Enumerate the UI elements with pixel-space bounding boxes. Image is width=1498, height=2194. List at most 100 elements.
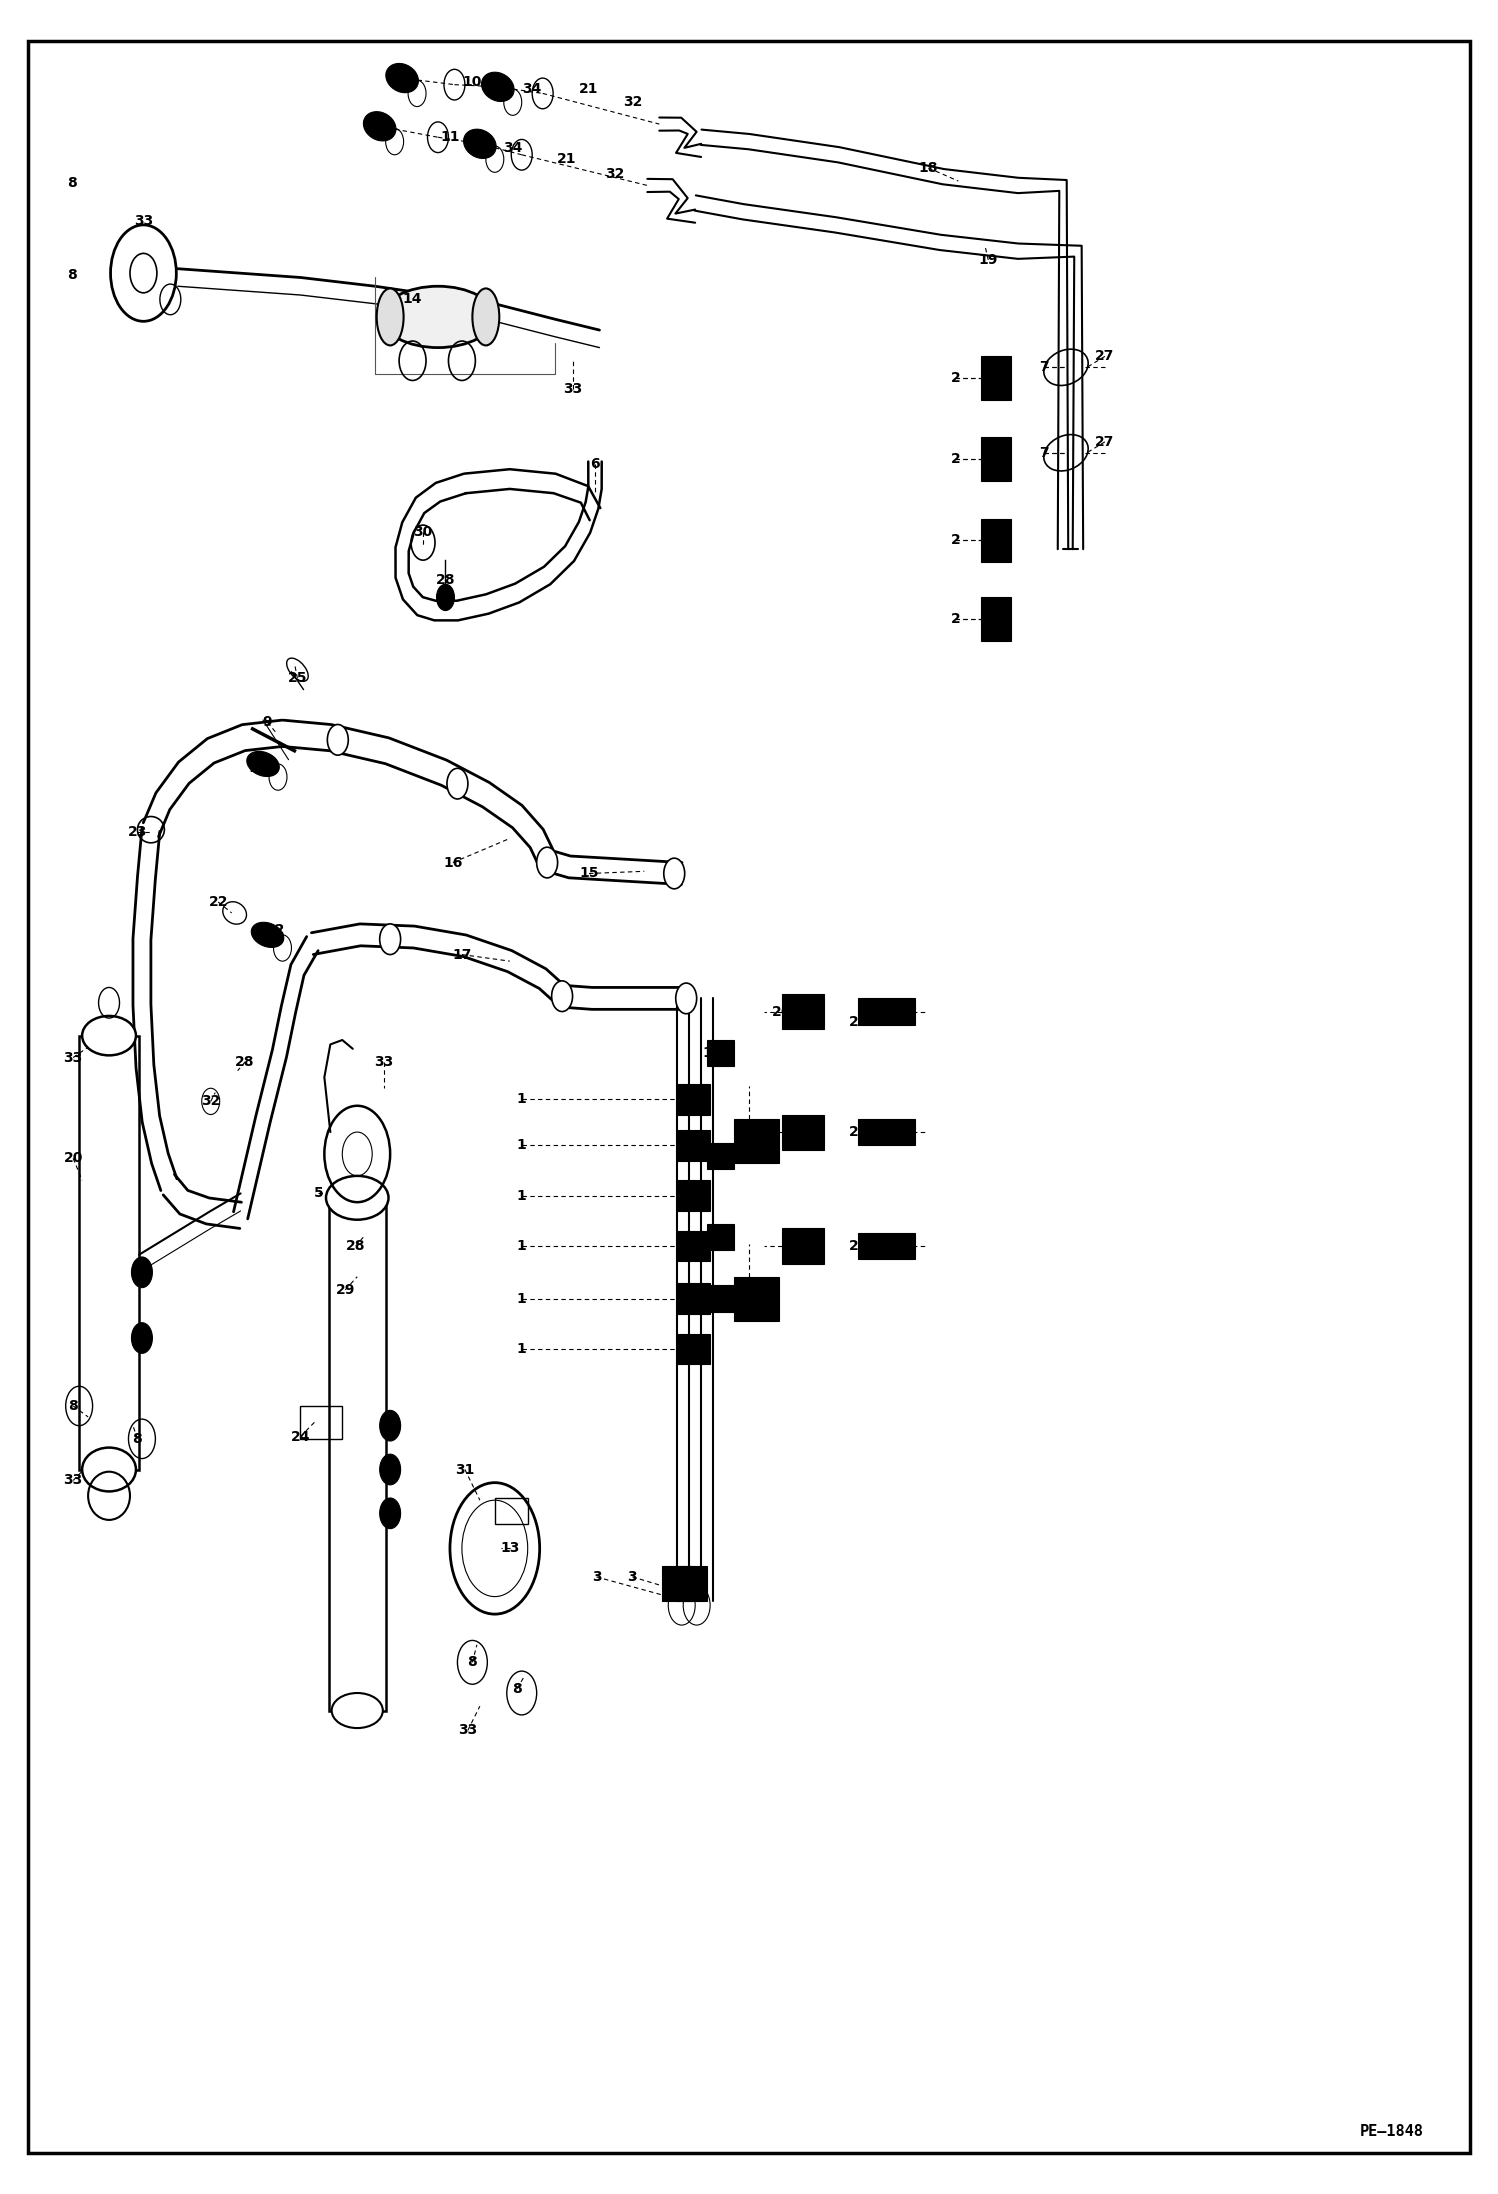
Bar	[858, 1233, 915, 1259]
Text: 33: 33	[63, 1474, 82, 1488]
Circle shape	[436, 584, 454, 610]
Bar	[677, 1567, 707, 1602]
Circle shape	[379, 1455, 400, 1485]
Circle shape	[132, 1323, 153, 1354]
Bar	[677, 1130, 710, 1161]
Bar	[981, 355, 1011, 399]
Ellipse shape	[463, 129, 496, 158]
Bar	[677, 1180, 710, 1211]
Text: 2: 2	[950, 533, 960, 548]
Text: 26: 26	[771, 1005, 791, 1018]
Text: 1: 1	[703, 1150, 712, 1163]
Text: 2: 2	[950, 371, 960, 386]
Bar	[858, 998, 915, 1025]
Ellipse shape	[331, 1694, 383, 1729]
Text: 8: 8	[512, 1681, 523, 1696]
Text: 27: 27	[1095, 434, 1115, 450]
Circle shape	[664, 858, 685, 889]
Text: 1: 1	[517, 1189, 527, 1202]
Text: 8: 8	[467, 1654, 478, 1670]
Text: 20: 20	[63, 1152, 82, 1165]
Text: 2: 2	[950, 612, 960, 625]
Text: 32: 32	[605, 167, 625, 182]
Ellipse shape	[82, 1448, 136, 1492]
Circle shape	[379, 924, 400, 954]
Text: 10: 10	[463, 75, 482, 90]
Text: 12: 12	[265, 924, 285, 937]
Circle shape	[379, 1499, 400, 1529]
Text: 31: 31	[455, 1463, 475, 1477]
Text: 1: 1	[517, 1343, 527, 1356]
Bar	[79, 1036, 139, 1470]
Text: 26: 26	[848, 1016, 867, 1029]
Text: 8: 8	[133, 1433, 142, 1446]
Ellipse shape	[386, 64, 418, 92]
Ellipse shape	[481, 72, 514, 101]
Text: 9: 9	[262, 715, 273, 728]
Text: 21: 21	[580, 81, 599, 97]
Text: 18: 18	[918, 160, 938, 176]
Text: 8: 8	[67, 176, 76, 191]
Ellipse shape	[252, 921, 283, 948]
Text: 34: 34	[503, 140, 523, 156]
Text: PE–1848: PE–1848	[1360, 2124, 1425, 2139]
Text: 32: 32	[201, 1095, 220, 1108]
Text: 32: 32	[623, 94, 643, 110]
Text: 14: 14	[403, 292, 422, 307]
Circle shape	[446, 768, 467, 799]
Text: 7: 7	[1038, 445, 1049, 461]
Bar	[301, 1406, 343, 1439]
Ellipse shape	[247, 750, 279, 777]
Text: 13: 13	[500, 1542, 520, 1556]
Bar	[662, 1567, 692, 1602]
Text: 28: 28	[346, 1240, 366, 1253]
Text: 3: 3	[592, 1571, 601, 1584]
Text: 5: 5	[313, 1187, 324, 1200]
Bar	[707, 1143, 734, 1169]
Text: 33: 33	[63, 1051, 82, 1064]
Text: 25: 25	[288, 671, 307, 685]
Ellipse shape	[364, 112, 395, 140]
Ellipse shape	[327, 1176, 388, 1220]
Text: 8: 8	[69, 1400, 78, 1413]
Bar	[981, 518, 1011, 562]
Text: 11: 11	[440, 129, 460, 145]
Text: 1: 1	[517, 1139, 527, 1152]
Text: 22: 22	[208, 895, 228, 908]
Text: 27: 27	[1095, 349, 1115, 364]
Bar	[677, 1334, 710, 1365]
Text: 1: 1	[703, 1231, 712, 1244]
Bar	[782, 994, 824, 1029]
Circle shape	[551, 981, 572, 1011]
Text: 8: 8	[67, 268, 76, 283]
Text: 24: 24	[291, 1430, 310, 1444]
Text: 33: 33	[458, 1722, 478, 1738]
Text: 15: 15	[580, 867, 599, 880]
Bar	[677, 1231, 710, 1262]
Ellipse shape	[472, 287, 499, 344]
Bar	[330, 1198, 385, 1711]
Bar	[782, 1229, 824, 1264]
Text: 1: 1	[517, 1292, 527, 1305]
Text: 16: 16	[443, 856, 463, 869]
Bar	[981, 597, 1011, 641]
Bar	[858, 1119, 915, 1145]
Text: 2: 2	[950, 452, 960, 467]
Circle shape	[676, 983, 697, 1014]
Text: 1: 1	[703, 1292, 712, 1305]
Text: 26: 26	[848, 1240, 867, 1253]
Text: 7: 7	[1038, 360, 1049, 375]
Text: 33: 33	[563, 382, 583, 397]
Text: 26: 26	[848, 1126, 867, 1139]
Text: 23: 23	[127, 825, 147, 838]
Bar	[707, 1286, 734, 1312]
Bar	[494, 1499, 527, 1525]
Text: 28: 28	[436, 573, 455, 586]
Text: 12: 12	[249, 761, 268, 774]
Text: 34: 34	[523, 81, 542, 97]
Bar	[707, 1224, 734, 1251]
Ellipse shape	[382, 285, 494, 347]
Text: 1: 1	[703, 1047, 712, 1060]
Text: 19: 19	[978, 252, 998, 268]
Text: 28: 28	[235, 1055, 255, 1068]
